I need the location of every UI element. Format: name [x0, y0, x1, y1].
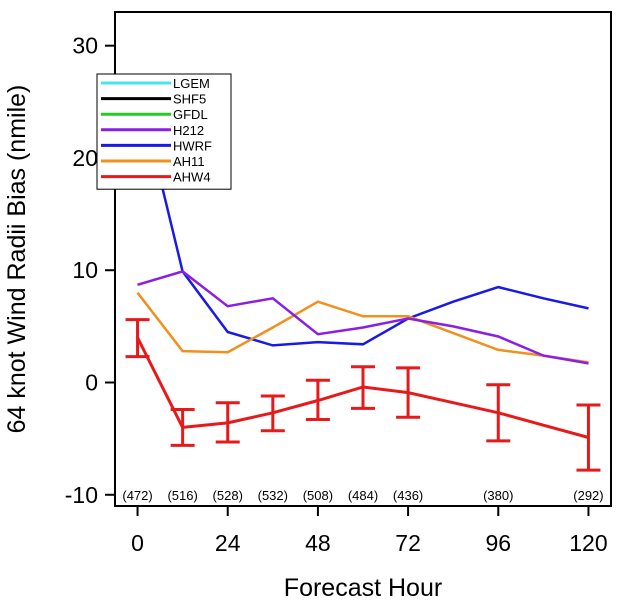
sample-count-label: (436) [393, 488, 423, 503]
x-axis: 0 24 48 72 96 120 [131, 506, 607, 556]
sample-count-label: (516) [167, 488, 197, 503]
sample-count-label: (528) [213, 488, 243, 503]
y-tick-label: 30 [72, 33, 98, 59]
sample-count-label: (532) [258, 488, 288, 503]
y-axis-title: 64 knot Wind Radii Bias (nmile) [3, 85, 31, 434]
x-tick-label: 72 [395, 530, 421, 556]
sample-count-label: (484) [348, 488, 378, 503]
error-bars [126, 320, 601, 470]
y-tick-label: 20 [72, 145, 98, 171]
y-tick-label: -10 [65, 482, 98, 508]
x-tick-label: 48 [305, 530, 331, 556]
legend-label: SHF5 [173, 92, 206, 107]
legend-label: LGEM [173, 76, 210, 91]
sample-count-label: (472) [122, 488, 152, 503]
y-tick-label: 10 [72, 257, 98, 283]
x-tick-label: 0 [131, 530, 144, 556]
error-bar [486, 385, 510, 441]
error-bar [306, 380, 330, 419]
legend-label: AH11 [173, 154, 205, 169]
legend-label: HWRF [173, 138, 212, 153]
legend-box [97, 74, 231, 189]
x-tick-label: 96 [485, 530, 511, 556]
y-tick-label: 0 [85, 370, 98, 396]
legend-label: GFDL [173, 107, 208, 122]
x-tick-label: 120 [569, 530, 607, 556]
x-tick-label: 24 [215, 530, 241, 556]
legend-label: AHW4 [173, 170, 211, 185]
legend-label: H212 [173, 123, 204, 138]
error-bar [576, 405, 600, 470]
sample-count-label: (508) [303, 488, 333, 503]
sample-count-label: (380) [483, 488, 513, 503]
x-axis-title: Forecast Hour [284, 574, 442, 600]
sample-count-labels: (472) (516) (528) (532) (508) (484) (436) (380)… [122, 488, 603, 503]
sample-count-label: (292) [573, 488, 603, 503]
